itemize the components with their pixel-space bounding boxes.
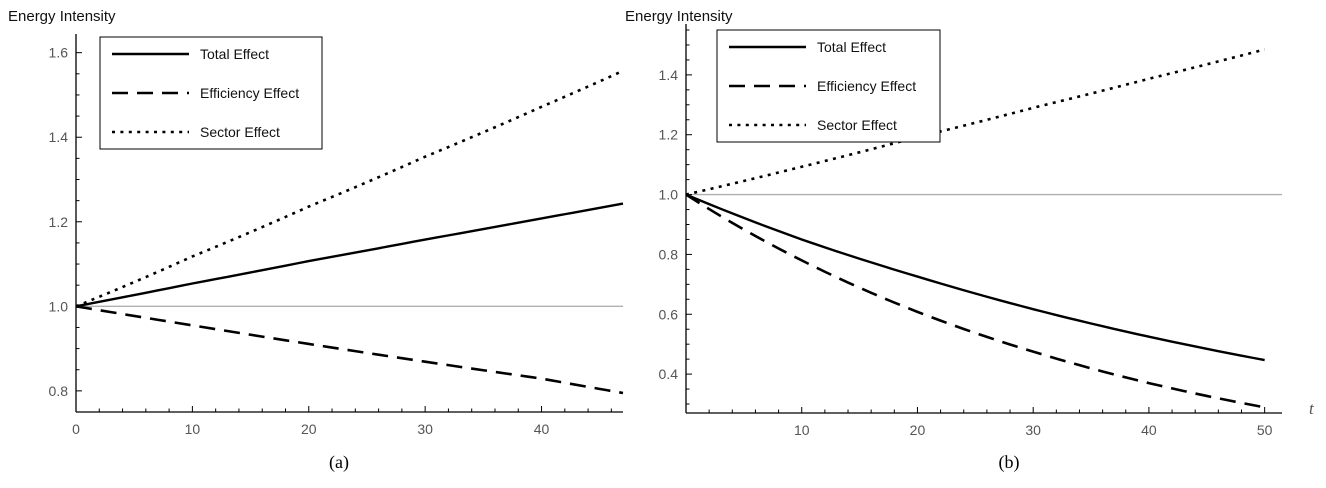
x-tick-label: 20 bbox=[910, 422, 926, 438]
legend-label: Sector Effect bbox=[200, 124, 280, 140]
y-tick-label: 0.6 bbox=[659, 306, 679, 322]
y-tick-label: 1.0 bbox=[659, 187, 679, 203]
x-tick-label: 30 bbox=[1025, 422, 1041, 438]
series-line-efficiency-effect bbox=[685, 193, 1265, 409]
panel-caption: (a) bbox=[329, 452, 349, 473]
series-line-sector-effect bbox=[685, 48, 1265, 196]
legend-label: Sector Effect bbox=[817, 117, 897, 133]
legend: Total Effect Efficiency Effect Sector Effe… bbox=[99, 36, 323, 150]
x-tick-label: 50 bbox=[1257, 422, 1273, 438]
x-tick-label: 40 bbox=[1141, 422, 1157, 438]
legend-label: Total Effect bbox=[200, 46, 269, 62]
y-tick-label: 1.0 bbox=[49, 298, 69, 314]
y-tick-label: 1.6 bbox=[49, 45, 69, 61]
panel-caption: (b) bbox=[999, 452, 1020, 473]
series-line-total-effect bbox=[75, 202, 624, 308]
y-tick-label: 1.4 bbox=[49, 129, 69, 145]
chart-panel-a: 0.8 1.0 1.2 1.4 1.6 0 10 20 30 40 Energy Intensity… bbox=[8, 8, 624, 473]
y-tick-label: 0.4 bbox=[659, 366, 679, 382]
series-line-efficiency-effect bbox=[75, 305, 624, 395]
y-tick-label: 1.2 bbox=[659, 127, 679, 143]
y-tick-label: 1.4 bbox=[659, 67, 679, 83]
y-tick-label: 1.2 bbox=[49, 214, 69, 230]
series-line-total-effect bbox=[685, 193, 1265, 362]
x-axis-title: t bbox=[1309, 399, 1315, 418]
legend-label: Efficiency Effect bbox=[817, 78, 916, 94]
x-tick-label: 20 bbox=[301, 421, 317, 437]
x-tick-label: 10 bbox=[185, 421, 201, 437]
legend-label: Total Effect bbox=[817, 39, 886, 55]
legend: Total Effect Efficiency Effect Sector Effe… bbox=[716, 29, 941, 143]
y-axis-title: Energy Intensity bbox=[625, 8, 733, 25]
x-tick-label: 40 bbox=[534, 421, 550, 437]
legend-label: Efficiency Effect bbox=[200, 85, 299, 101]
chart-panel-b: 0.4 0.6 0.8 1.0 1.2 1.4 10 20 30 40 50 Energy Inten… bbox=[625, 8, 1315, 473]
x-tick-label: 0 bbox=[72, 421, 80, 437]
y-tick-label: 0.8 bbox=[659, 246, 679, 262]
y-tick-label: 0.8 bbox=[49, 383, 69, 399]
x-tick-label: 10 bbox=[794, 422, 810, 438]
series-line-sector-effect bbox=[75, 69, 624, 308]
x-tick-label: 30 bbox=[417, 421, 433, 437]
y-axis-title: Energy Intensity bbox=[8, 8, 116, 25]
